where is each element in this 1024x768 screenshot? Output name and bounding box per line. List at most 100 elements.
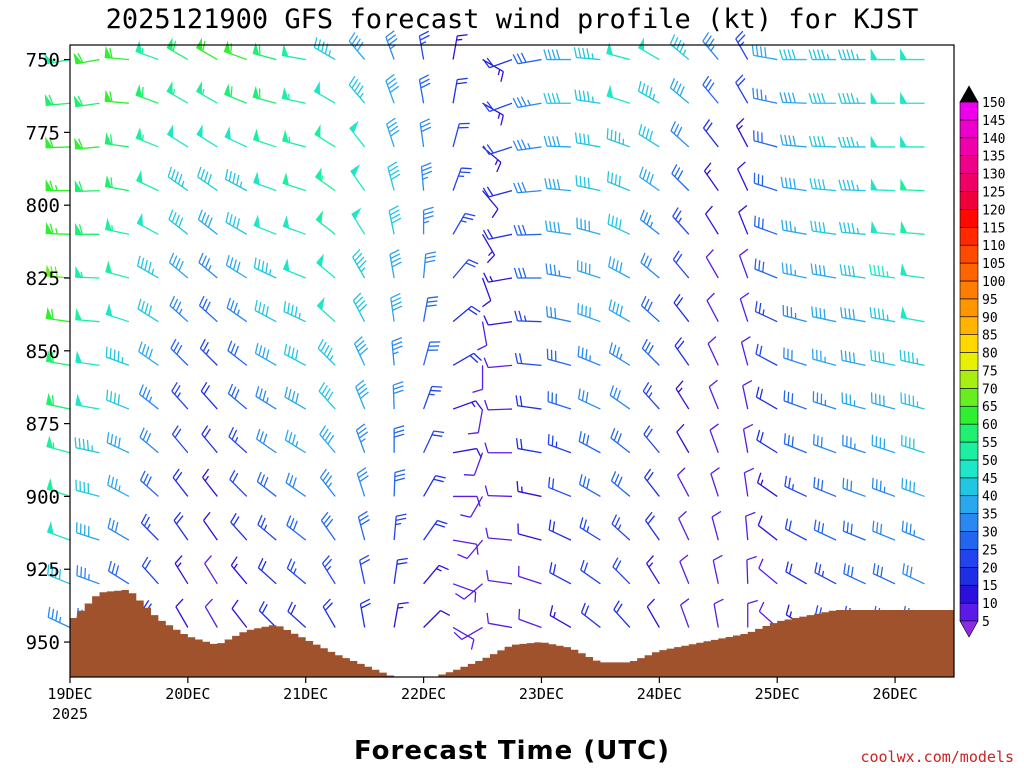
barb-line [500,71,504,82]
barb-line [679,554,689,563]
colorbar-tick-label: 110 [982,239,1005,254]
barb-line [646,214,652,225]
wind-barb [710,467,720,497]
barb-line [846,479,849,490]
wind-barb [228,426,248,454]
wind-barb [423,430,445,454]
barb-line [581,304,584,315]
barb-line [839,264,843,275]
wind-barb [702,32,719,60]
barb-line [711,510,722,518]
barb-line [870,349,873,361]
wind-barb [738,205,749,235]
barb-line [520,438,523,450]
barb-shaft [708,386,719,410]
barb-line [227,340,233,351]
wind-barb [735,117,749,148]
barb-line [553,264,557,276]
barb-flag [253,214,261,229]
plot-frame [69,44,955,678]
barb-line [848,308,851,320]
barb-line [644,298,650,309]
barb-line [547,434,550,445]
colorbar-tick-label: 45 [982,472,998,487]
colorbar-segment [959,388,979,407]
wind-barb [808,93,837,104]
colorbar-segment [959,602,979,622]
barb-line [648,87,653,98]
colorbar-segment [959,280,979,300]
barb-line [587,134,590,146]
barb-line [585,392,589,403]
barb-line [751,44,755,56]
barb-half [263,524,268,531]
barb-half [359,92,364,99]
barb-line [356,467,367,475]
wind-barb [389,249,402,279]
barb-line [78,138,84,149]
wind-barb [135,84,159,104]
barb-line [556,179,561,190]
barb-line [433,478,444,483]
barb-line [174,555,183,564]
wind-barb [258,601,277,628]
barb-flag [900,220,908,234]
barb-line [712,554,723,561]
barb-line [486,144,494,154]
barb-line [109,91,113,102]
barb-half [269,269,272,276]
barb-line [544,220,548,232]
barb-line [555,93,561,104]
wind-barb [172,468,189,497]
barb-half [146,523,151,530]
wind-barb [482,228,513,240]
barb-line [643,212,649,223]
colorbar-tick-label: 10 [982,597,998,612]
barb-flag [870,178,878,191]
wind-barb [646,555,660,585]
wind-barb [812,391,837,410]
wind-barb [231,599,248,628]
barb-line [172,40,177,52]
wind-barb [105,346,130,366]
barb-half [913,530,916,536]
barb-half [886,314,889,321]
wind-barb [574,89,601,104]
barb-half [320,175,324,182]
barb-line [486,186,494,197]
barb-line [788,520,792,531]
wind-barb [199,338,218,366]
wind-barb [286,515,307,541]
barb-line [114,435,117,447]
wind-barb [230,556,248,585]
wind-barb [515,438,542,454]
barb-line [359,391,369,399]
barb-line [704,35,712,45]
barb-line [500,115,504,126]
barb-line [110,433,114,445]
wind-barb [320,511,336,541]
wind-barb [780,134,807,148]
barb-line [640,252,646,263]
barb-line [321,428,329,438]
barb-line [261,303,266,315]
barb-line [759,388,764,400]
barb-line [610,428,616,439]
barb-line [201,212,207,223]
barb-flag [282,129,289,143]
barb-line [821,480,824,491]
barb-line [290,604,297,615]
colorbar-segment [959,477,979,497]
barb-line [473,352,482,362]
wind-barb [901,434,925,454]
wind-barb [486,612,513,629]
barb-line [552,136,556,147]
barb-line [674,210,682,220]
barb-flag [45,136,53,149]
barb-line [788,135,792,146]
barb-line [228,170,233,182]
barb-line [354,82,361,92]
barb-half [265,397,269,404]
barb-line [171,169,176,180]
wind-barb [640,295,660,323]
